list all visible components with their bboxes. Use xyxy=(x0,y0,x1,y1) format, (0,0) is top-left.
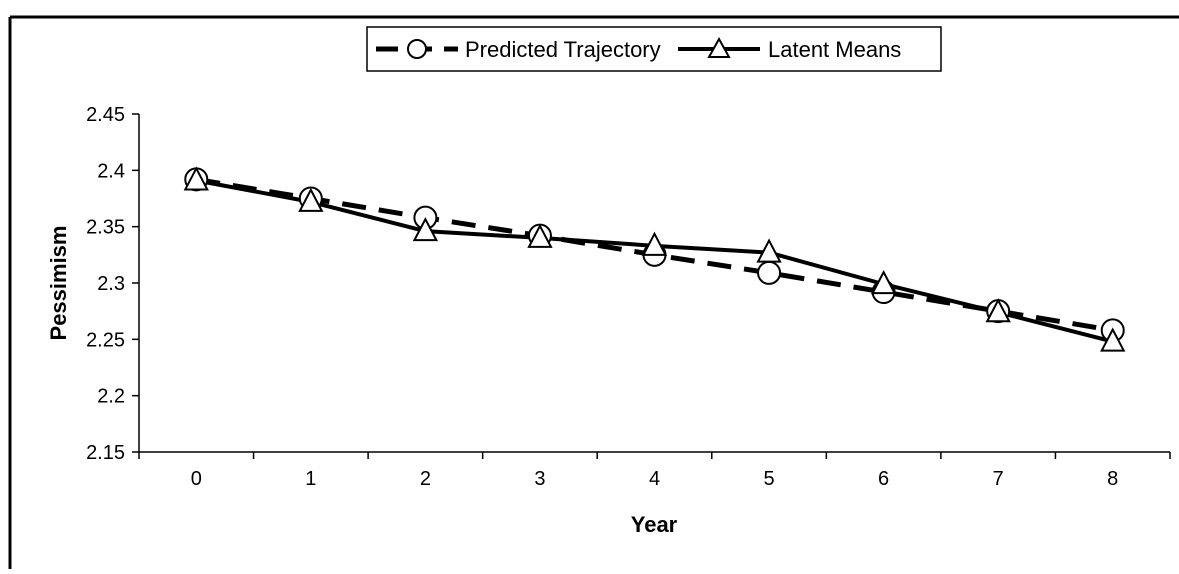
x-tick-label: 6 xyxy=(878,468,889,490)
data-point-triangle xyxy=(870,269,897,295)
legend-marker-triangle xyxy=(707,36,731,58)
x-tick-label: 1 xyxy=(305,468,316,490)
y-tick-label: 2.2 xyxy=(97,386,125,408)
y-ticks: 2.15 2.2 2.25 2.3 2.35 2.4 2.45 xyxy=(86,104,139,464)
markers-latent-means xyxy=(183,166,1126,352)
x-axis-label: Year xyxy=(631,512,678,537)
y-axis-label: Pessimism xyxy=(46,226,71,341)
y-tick-label: 2.3 xyxy=(97,273,125,295)
x-ticks: 0 1 2 3 4 5 6 7 8 xyxy=(138,452,1171,490)
data-point-triangle xyxy=(985,298,1011,323)
data-point-triangle xyxy=(412,217,439,242)
y-tick-label: 2.45 xyxy=(86,104,125,126)
x-tick-label: 7 xyxy=(993,468,1004,490)
data-point-circle xyxy=(757,260,782,285)
legend-marker-circle xyxy=(407,39,427,59)
y-tick-label: 2.35 xyxy=(86,217,125,239)
x-tick-label: 2 xyxy=(420,468,431,490)
data-point-triangle xyxy=(756,238,782,263)
series-layer xyxy=(183,166,1126,352)
x-tick-label: 4 xyxy=(649,468,660,490)
x-tick-label: 5 xyxy=(763,468,774,490)
data-point-triangle xyxy=(183,166,209,191)
legend: Predicted Trajectory Latent Means xyxy=(366,26,942,72)
y-tick-label: 2.15 xyxy=(86,442,125,464)
data-point-triangle xyxy=(298,187,324,212)
x-tick-label: 0 xyxy=(191,468,202,490)
x-tick-label: 3 xyxy=(534,468,545,490)
legend-label-latent: Latent Means xyxy=(768,37,901,62)
data-point-triangle xyxy=(527,223,553,248)
y-tick-label: 2.25 xyxy=(86,329,125,351)
data-point-triangle xyxy=(641,231,668,256)
legend-box xyxy=(366,26,942,72)
data-point-triangle xyxy=(1100,327,1126,352)
legend-label-predicted: Predicted Trajectory xyxy=(465,37,661,62)
y-tick-label: 2.4 xyxy=(97,160,125,182)
x-tick-label: 8 xyxy=(1107,468,1118,490)
